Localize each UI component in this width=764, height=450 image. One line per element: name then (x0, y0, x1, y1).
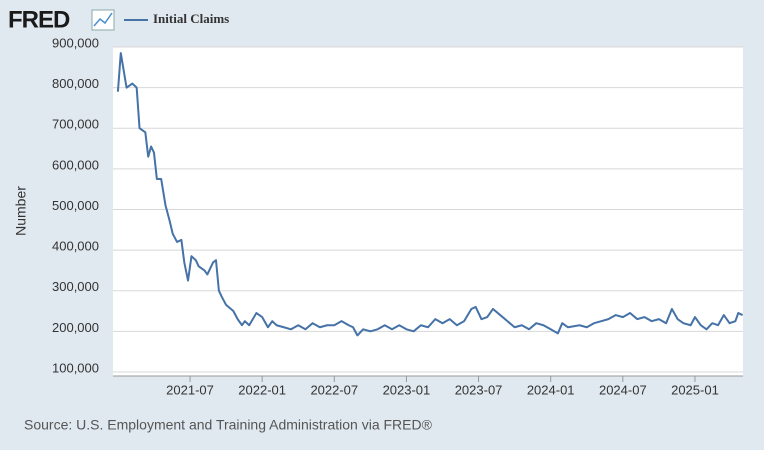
x-tick-label: 2024-07 (599, 382, 647, 397)
y-tick-label: 100,000 (52, 360, 99, 375)
x-tick-label: 2023-07 (455, 382, 503, 397)
y-tick-label: 400,000 (52, 239, 99, 254)
x-tick-label: 2021-07 (166, 382, 214, 397)
y-tick-label: 900,000 (52, 35, 99, 50)
legend-label: Initial Claims (153, 11, 229, 26)
x-tick-label: 2025-01 (671, 382, 719, 397)
x-tick-label: 2024-01 (527, 382, 575, 397)
logo-icon (91, 9, 115, 31)
x-tick-label: 2023-01 (383, 382, 431, 397)
source: Source: U.S. Employment and Training Adm… (24, 417, 433, 433)
series-line (116, 52, 743, 337)
y-tick-label: 800,000 (52, 76, 99, 91)
y-tick-label: 300,000 (52, 279, 99, 294)
plot-area (113, 47, 743, 376)
y-tick-label: 500,000 (52, 198, 99, 213)
y-tick-label: 200,000 (52, 320, 99, 335)
x-tick-label: 2022-01 (238, 382, 286, 397)
x-tick-label: 2022-07 (310, 382, 358, 397)
y-tick-label: 600,000 (52, 157, 99, 172)
y-tick-label: 700,000 (52, 117, 99, 132)
logo[interactable]: FRED (8, 6, 71, 33)
y-axis-label: Number (13, 186, 29, 236)
